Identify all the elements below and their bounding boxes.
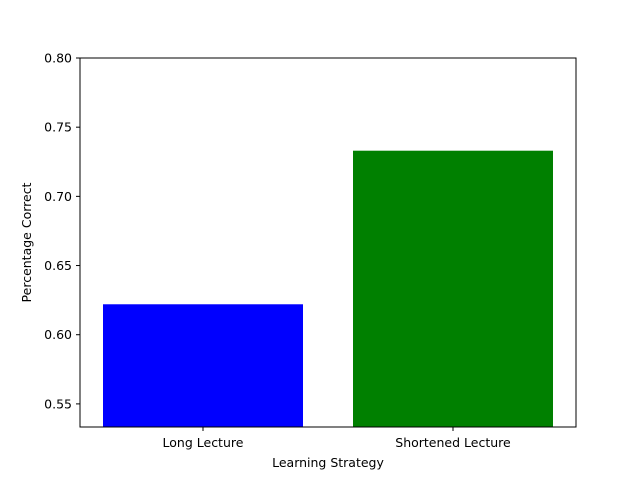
x-axis-ticks: Long Lecture Shortened Lecture [163,427,511,450]
plot-frame [79,57,577,428]
x-axis-label: Learning Strategy [272,455,384,470]
y-axis-ticks: 0.55 0.60 0.65 0.70 0.75 0.80 [44,51,80,411]
y-tick-label: 0.80 [44,51,72,66]
y-tick-label: 0.70 [44,189,72,204]
y-axis-label: Percentage Correct [19,182,34,302]
bars-group [103,150,553,428]
x-tick-label: Shortened Lecture [395,435,511,450]
y-tick-label: 0.55 [44,396,72,411]
y-tick-label: 0.65 [44,258,72,273]
x-tick-label: Long Lecture [163,435,244,450]
y-tick-label: 0.60 [44,327,72,342]
bar-shortened-lecture [353,150,553,428]
bar-long-lecture [103,304,303,427]
y-tick-label: 0.75 [44,120,72,135]
